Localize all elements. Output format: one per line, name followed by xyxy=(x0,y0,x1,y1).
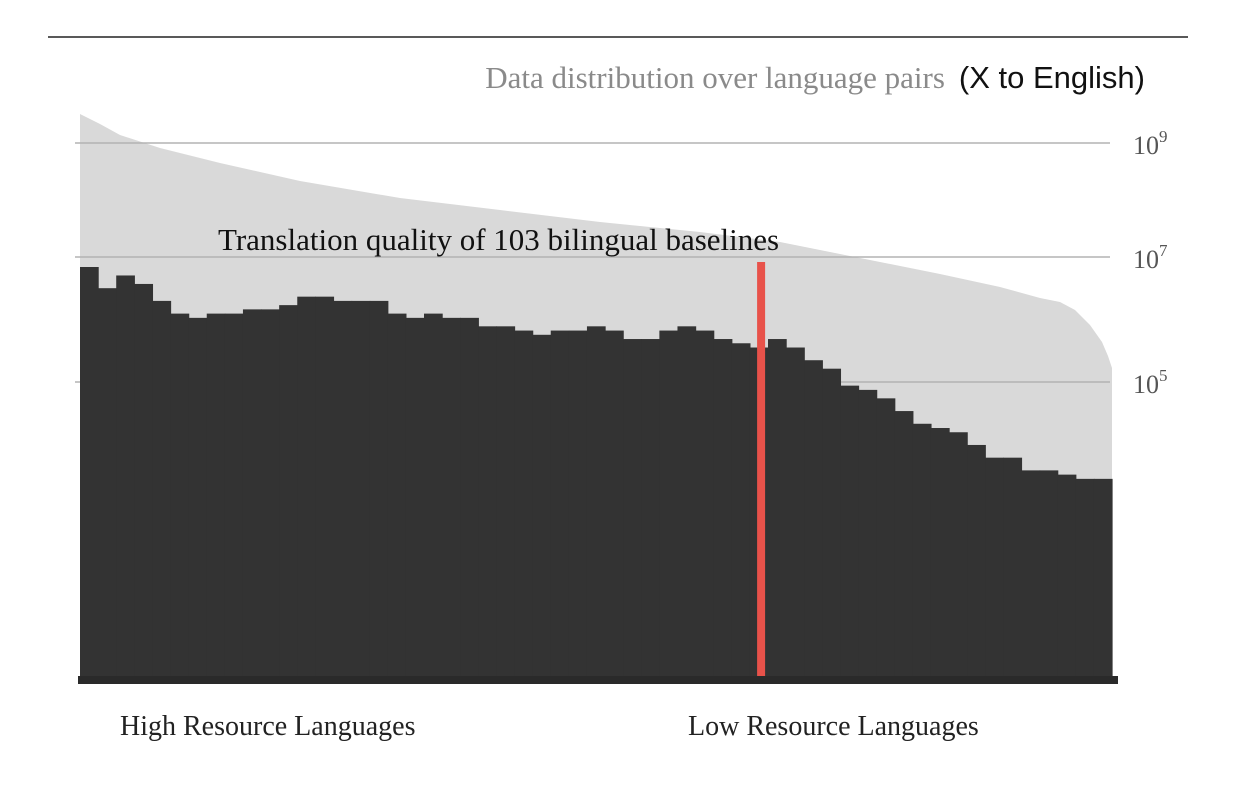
quality-step-bar xyxy=(641,339,660,678)
quality-step-bar xyxy=(677,326,697,678)
quality-step-bar xyxy=(768,339,787,678)
quality-step-bar xyxy=(623,339,642,678)
quality-step-bar xyxy=(967,444,986,678)
quality-step-bar xyxy=(1075,478,1095,678)
quality-step-bar xyxy=(1093,478,1113,678)
translation-quality-area-group xyxy=(80,267,1113,678)
quality-step-bar xyxy=(442,317,461,678)
quality-step-bar xyxy=(206,313,226,678)
quality-step-bar xyxy=(568,330,588,678)
quality-step-bar xyxy=(460,317,479,678)
quality-step-bar xyxy=(1039,470,1059,678)
quality-step-bar xyxy=(894,411,914,678)
quality-step-bar xyxy=(876,398,896,678)
quality-step-bar xyxy=(424,313,443,678)
quality-step-bar xyxy=(116,275,135,678)
overlay-title: Translation quality of 103 bilingual bas… xyxy=(218,222,779,257)
quality-step-bar xyxy=(586,326,606,678)
quality-step-bar xyxy=(1057,474,1077,678)
quality-step-bar xyxy=(224,313,244,678)
quality-step-bar xyxy=(514,330,534,678)
x-axis-baseline xyxy=(78,676,1118,684)
quality-step-bar xyxy=(550,330,570,678)
quality-step-bar xyxy=(713,339,733,678)
quality-step-bar xyxy=(912,423,932,678)
quality-step-bar xyxy=(1003,457,1023,678)
quality-step-bar xyxy=(804,360,823,678)
quality-step-bar xyxy=(351,300,371,678)
quality-step-bar xyxy=(261,309,280,678)
quality-step-bar xyxy=(930,428,950,678)
quality-step-bar xyxy=(822,368,842,678)
quality-step-bar xyxy=(1021,470,1041,678)
x-label-low-resource: Low Resource Languages xyxy=(688,711,979,742)
quality-step-bar xyxy=(98,288,117,678)
quality-step-bar xyxy=(279,305,298,678)
quality-step-bar xyxy=(188,317,208,678)
quality-step-bar xyxy=(152,300,172,678)
quality-step-bar xyxy=(405,317,425,678)
quality-step-bar xyxy=(242,309,262,678)
quality-step-bar xyxy=(496,326,516,678)
quality-step-bar xyxy=(695,330,715,678)
quality-step-bar xyxy=(786,347,805,678)
quality-step-bar xyxy=(731,343,751,678)
chart-title-sans: (X to English) xyxy=(959,60,1145,95)
quality-step-bar xyxy=(949,432,968,678)
quality-step-bar xyxy=(478,326,498,678)
quality-step-bar xyxy=(297,296,316,678)
quality-step-bar xyxy=(858,389,878,678)
quality-step-bar xyxy=(170,313,190,678)
quality-step-bar xyxy=(605,330,624,678)
chart-title: Data distribution over language pairs (X … xyxy=(485,60,1145,95)
y-tick-label-1e5: 105 xyxy=(1133,366,1168,399)
quality-step-bar xyxy=(387,313,407,678)
chart-title-serif: Data distribution over language pairs xyxy=(485,60,945,95)
y-tick-label-1e7: 107 xyxy=(1133,241,1168,274)
quality-step-bar xyxy=(369,300,389,678)
divider-group xyxy=(757,262,766,680)
y-tick-labels-group: 109 107 105 xyxy=(1133,127,1168,399)
quality-step-bar xyxy=(315,296,335,678)
quality-step-bar xyxy=(840,385,860,678)
quality-step-bar xyxy=(532,334,552,678)
y-tick-label-1e9: 109 xyxy=(1133,127,1168,160)
quality-step-bar xyxy=(659,330,679,678)
quality-step-bar xyxy=(985,457,1004,678)
quality-step-bar xyxy=(80,267,99,678)
high-low-divider-line xyxy=(757,262,766,680)
quality-step-bar xyxy=(134,283,154,678)
quality-step-bar xyxy=(333,300,353,678)
x-label-high-resource: High Resource Languages xyxy=(120,711,415,742)
